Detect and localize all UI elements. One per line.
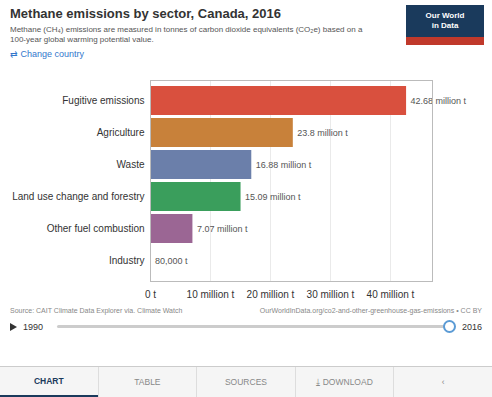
html-text:CHART: CHART xyxy=(33,376,64,386)
html-text:2016: 2016 xyxy=(462,321,482,332)
svg-text:20 million t: 20 million t xyxy=(247,289,295,300)
svg-text:0 t: 0 t xyxy=(145,289,156,300)
html-text:⤓ DOWNLOAD: ⤓ DOWNLOAD xyxy=(316,376,373,387)
html-text:Methane emissions by sector, C: Methane emissions by sector, Canada, 201… xyxy=(10,6,281,21)
html-text:1990: 1990 xyxy=(23,321,43,332)
html-text:TABLE: TABLE xyxy=(134,377,161,387)
svg-text:42.68 million t: 42.68 million t xyxy=(411,96,467,106)
svg-text:7.07 million t: 7.07 million t xyxy=(197,224,248,234)
html-text:Methane (CH₄) emissions are me: Methane (CH₄) emissions are measured in … xyxy=(10,25,363,44)
html-text:⇄ Change country: ⇄ Change country xyxy=(10,49,84,59)
html-text:SOURCES: SOURCES xyxy=(225,377,267,387)
svg-text:10 million t: 10 million t xyxy=(187,289,235,300)
html-text:Our World in Data: Our World in Data xyxy=(425,11,465,30)
svg-text:23.8 million t: 23.8 million t xyxy=(297,128,348,138)
svg-text:Industry: Industry xyxy=(109,255,145,266)
svg-text:15.09 million t: 15.09 million t xyxy=(245,192,301,202)
svg-text:Land use change and forestry: Land use change and forestry xyxy=(12,191,144,202)
html-text:Source: CAIT Climate Data Expl: Source: CAIT Climate Data Explorer via. … xyxy=(10,307,183,314)
svg-text:30 million t: 30 million t xyxy=(307,289,355,300)
svg-text:Fugitive emissions: Fugitive emissions xyxy=(62,95,144,106)
svg-text:Waste: Waste xyxy=(117,159,145,170)
html-text:OurWorldInData.org/co2-and-oth: OurWorldInData.org/co2-and-other-greenho… xyxy=(259,307,482,314)
svg-text:Other fuel combustion: Other fuel combustion xyxy=(47,223,145,234)
svg-text:Agriculture: Agriculture xyxy=(97,127,145,138)
svg-text:40 million t: 40 million t xyxy=(367,289,415,300)
svg-text:80,000 t: 80,000 t xyxy=(155,256,188,266)
svg-text:16.88 million t: 16.88 million t xyxy=(256,160,312,170)
